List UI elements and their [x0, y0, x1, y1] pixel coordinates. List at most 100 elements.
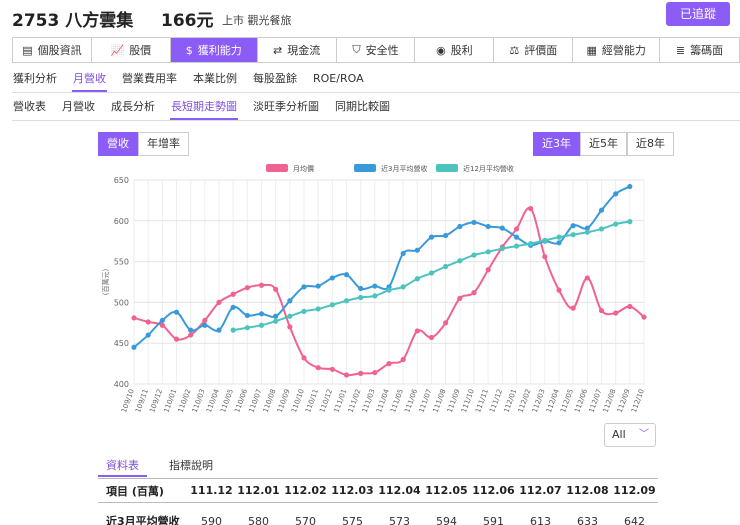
data-point [216, 327, 222, 333]
tab-scale[interactable]: ⚖ 評價面 [494, 38, 574, 62]
data-point [414, 276, 420, 282]
table-cell: 613 [530, 514, 551, 525]
data-point [230, 291, 236, 297]
subtab-2[interactable]: 營業費用率 [122, 72, 177, 85]
data-point [329, 302, 335, 308]
data-point [428, 334, 435, 341]
chevron-down-icon: ﹀ [639, 429, 649, 440]
y-tick-label: 500 [114, 298, 129, 307]
tab-dollar[interactable]: $ 獲利能力 [170, 38, 258, 62]
data-point [343, 372, 350, 378]
tab-label: 獲利能力 [197, 44, 242, 57]
chart-type-tab-4[interactable]: 淡旺季分析圖 [253, 100, 319, 113]
track-button[interactable]: 已追蹤 [666, 2, 730, 26]
data-point [244, 312, 250, 319]
bottom-tab-bar: 資料表 指標說明 [98, 457, 235, 477]
legend-label: 近12月平均營收 [463, 164, 514, 173]
divider [12, 92, 740, 93]
data-point [513, 243, 520, 249]
data-point [216, 299, 222, 305]
range-select[interactable]: All ﹀ [604, 423, 656, 447]
y-tick-label: 650 [114, 176, 129, 185]
data-point [372, 369, 378, 376]
tab-line-chart[interactable]: 📈 股價 [92, 38, 171, 62]
shield-icon: ⛉ [352, 43, 361, 56]
subtab-4[interactable]: 每股盈餘 [253, 72, 297, 85]
y-tick-label: 550 [114, 258, 129, 267]
tab-label: 安全性 [365, 44, 399, 57]
data-point [202, 322, 208, 328]
bottom-tab-1[interactable]: 指標說明 [169, 459, 213, 472]
chart-type-tab-3[interactable]: 長短期走勢圖 [170, 98, 238, 120]
y-axis-label: (百萬元) [101, 269, 110, 296]
data-point [372, 293, 378, 299]
column-header: 112.01 [235, 478, 282, 503]
tab-database[interactable]: ≣ 籌碼面 [660, 38, 740, 62]
data-point [258, 311, 265, 317]
period-option-1[interactable]: 近5年 [580, 132, 627, 156]
data-point [471, 290, 477, 296]
tab-label: 經營能力 [601, 44, 646, 57]
bottom-tab-0[interactable]: 資料表 [98, 457, 147, 477]
chart-type-tab-0[interactable]: 營收表 [13, 100, 46, 113]
data-point [499, 245, 505, 252]
database-icon: ≣ [675, 43, 686, 57]
table-cell: 580 [248, 514, 269, 525]
subtab-0[interactable]: 獲利分析 [13, 72, 57, 85]
data-point [202, 317, 208, 323]
data-point [358, 370, 364, 376]
table-row: 近3月平均營收 590 580 570 575 573 594 591 613 633 642 [98, 503, 658, 525]
data-point [301, 308, 307, 314]
data-point [471, 252, 477, 258]
metric-option-1[interactable]: 年增率 [138, 132, 189, 156]
data-point [556, 240, 562, 246]
data-point [556, 234, 562, 240]
data-point [528, 205, 534, 212]
stock-price: 166元 [161, 11, 214, 31]
tab-shield[interactable]: ⛉ 安全性 [337, 38, 416, 62]
subtab-1[interactable]: 月營收 [72, 70, 107, 92]
tab-label: 股利 [450, 44, 473, 57]
tab-book[interactable]: ▤ 個股資訊 [13, 38, 92, 62]
table-cell: 590 [201, 514, 222, 525]
data-point [287, 298, 293, 304]
table-cell: 633 [577, 514, 598, 525]
period-option-0[interactable]: 近3年 [533, 132, 580, 156]
data-point [301, 284, 307, 290]
chart-type-tab-1[interactable]: 月營收 [62, 100, 95, 113]
data-point [287, 324, 293, 330]
data-point [315, 306, 321, 312]
tab-label: 現金流 [287, 44, 321, 57]
data-point [258, 282, 265, 288]
data-point [584, 225, 590, 231]
tab-label: 股價 [129, 44, 152, 57]
metric-toggle: 營收 年增率 [98, 132, 189, 156]
row-label: 近3月平均營收 [106, 515, 180, 525]
data-point [131, 344, 137, 350]
data-point [329, 366, 335, 372]
line-chart-icon: 📈 [110, 43, 125, 57]
tab-coin[interactable]: ◉ 股利 [415, 38, 495, 62]
data-point [613, 310, 619, 316]
data-point [159, 322, 165, 328]
table-cell: 591 [483, 514, 504, 525]
period-option-2[interactable]: 近8年 [627, 132, 674, 156]
chart-type-tab-5[interactable]: 同期比較圖 [335, 100, 390, 113]
tab-building[interactable]: ▦ 經營能力 [573, 38, 661, 62]
building-icon: ▦ [586, 43, 597, 57]
data-point [528, 241, 534, 247]
data-point [343, 298, 350, 304]
tab-refresh[interactable]: ⇄ 現金流 [258, 38, 337, 62]
column-header: 112.03 [329, 478, 376, 503]
subtab-3[interactable]: 本業比例 [193, 72, 237, 85]
data-point [428, 270, 435, 276]
data-point [627, 303, 633, 310]
metric-option-0[interactable]: 營收 [98, 132, 138, 156]
data-point [414, 328, 420, 334]
data-point [457, 258, 463, 264]
refresh-icon: ⇄ [272, 43, 283, 57]
table-cell: 570 [295, 514, 316, 525]
subtab-5[interactable]: ROE/ROA [313, 72, 364, 85]
data-point [287, 313, 293, 319]
chart-type-tab-2[interactable]: 成長分析 [111, 100, 155, 113]
